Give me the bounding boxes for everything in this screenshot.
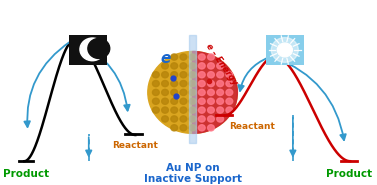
Circle shape bbox=[217, 72, 224, 78]
Circle shape bbox=[208, 107, 215, 113]
Circle shape bbox=[198, 72, 205, 78]
Circle shape bbox=[171, 80, 178, 87]
Circle shape bbox=[277, 43, 292, 57]
Circle shape bbox=[189, 72, 196, 78]
Circle shape bbox=[152, 89, 159, 95]
Circle shape bbox=[217, 107, 224, 113]
Circle shape bbox=[171, 107, 178, 113]
Circle shape bbox=[189, 89, 196, 95]
Circle shape bbox=[88, 38, 110, 58]
Circle shape bbox=[226, 89, 233, 95]
Circle shape bbox=[148, 51, 238, 133]
Circle shape bbox=[171, 63, 178, 69]
Circle shape bbox=[162, 80, 169, 87]
Circle shape bbox=[180, 72, 187, 78]
Text: Inactive Support: Inactive Support bbox=[144, 174, 242, 184]
Text: Au NP on: Au NP on bbox=[166, 163, 219, 173]
Circle shape bbox=[208, 116, 215, 122]
Circle shape bbox=[180, 107, 187, 113]
Circle shape bbox=[198, 116, 205, 122]
Circle shape bbox=[198, 63, 205, 69]
Circle shape bbox=[189, 98, 196, 104]
Circle shape bbox=[198, 54, 205, 60]
Circle shape bbox=[189, 125, 196, 131]
Wedge shape bbox=[193, 51, 238, 133]
Circle shape bbox=[198, 89, 205, 95]
Bar bbox=[189, 35, 196, 143]
Circle shape bbox=[189, 63, 196, 69]
Circle shape bbox=[162, 98, 169, 104]
Circle shape bbox=[217, 63, 224, 69]
Circle shape bbox=[162, 116, 169, 122]
Circle shape bbox=[208, 80, 215, 87]
Circle shape bbox=[217, 89, 224, 95]
Circle shape bbox=[217, 98, 224, 104]
Circle shape bbox=[162, 72, 169, 78]
Text: Reactant: Reactant bbox=[229, 122, 274, 131]
Circle shape bbox=[271, 38, 298, 62]
Circle shape bbox=[152, 98, 159, 104]
Text: e: e bbox=[161, 51, 171, 65]
Circle shape bbox=[189, 54, 196, 60]
Text: Product: Product bbox=[326, 169, 372, 179]
Circle shape bbox=[162, 107, 169, 113]
Circle shape bbox=[208, 63, 215, 69]
Circle shape bbox=[226, 80, 233, 87]
Circle shape bbox=[180, 80, 187, 87]
Circle shape bbox=[162, 63, 169, 69]
Bar bbox=[69, 35, 107, 65]
Circle shape bbox=[226, 72, 233, 78]
Circle shape bbox=[208, 72, 215, 78]
Text: e – Energy: e – Energy bbox=[204, 42, 240, 87]
Circle shape bbox=[171, 98, 178, 104]
Circle shape bbox=[180, 63, 187, 69]
Circle shape bbox=[180, 116, 187, 122]
Circle shape bbox=[208, 89, 215, 95]
Circle shape bbox=[189, 107, 196, 113]
Circle shape bbox=[171, 125, 178, 131]
Bar bbox=[266, 35, 303, 65]
Circle shape bbox=[171, 89, 178, 95]
Circle shape bbox=[152, 107, 159, 113]
Circle shape bbox=[189, 116, 196, 122]
Circle shape bbox=[198, 98, 205, 104]
Circle shape bbox=[171, 72, 178, 78]
Circle shape bbox=[208, 54, 215, 60]
Circle shape bbox=[217, 80, 224, 87]
Circle shape bbox=[152, 72, 159, 78]
Circle shape bbox=[180, 54, 187, 60]
Circle shape bbox=[226, 107, 233, 113]
Circle shape bbox=[80, 38, 105, 61]
Circle shape bbox=[152, 80, 159, 87]
Circle shape bbox=[208, 98, 215, 104]
Circle shape bbox=[162, 89, 169, 95]
Circle shape bbox=[171, 116, 178, 122]
Circle shape bbox=[226, 98, 233, 104]
Circle shape bbox=[217, 116, 224, 122]
Circle shape bbox=[189, 80, 196, 87]
Circle shape bbox=[180, 125, 187, 131]
Circle shape bbox=[198, 107, 205, 113]
Text: Product: Product bbox=[3, 169, 49, 179]
Circle shape bbox=[180, 89, 187, 95]
Circle shape bbox=[198, 80, 205, 87]
Circle shape bbox=[171, 54, 178, 60]
Text: Reactant: Reactant bbox=[112, 141, 158, 150]
Circle shape bbox=[198, 125, 205, 131]
Circle shape bbox=[208, 125, 215, 131]
Circle shape bbox=[180, 98, 187, 104]
